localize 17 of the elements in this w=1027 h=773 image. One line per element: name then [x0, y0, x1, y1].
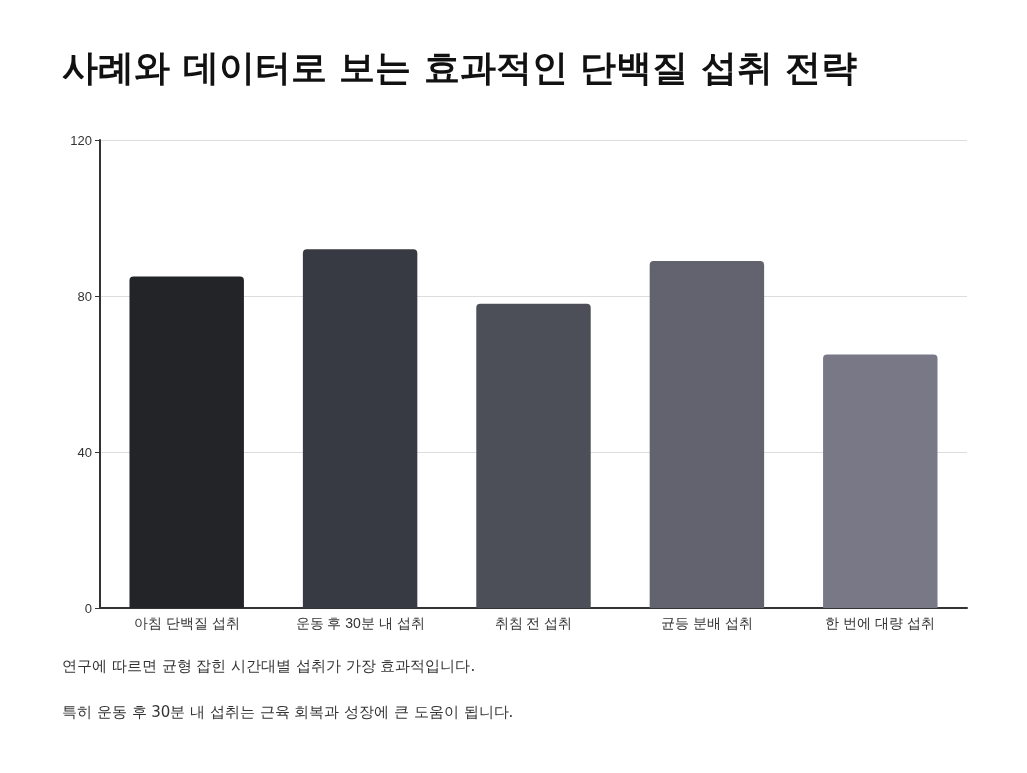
bar [649, 260, 765, 608]
bar [476, 303, 591, 608]
bar [823, 354, 938, 608]
x-tick-label: 균등 분배 섭취 [661, 615, 753, 631]
x-tick-label: 운동 후 30분 내 섭취 [295, 615, 425, 631]
x-tick-label: 한 번에 대량 섭취 [825, 615, 936, 631]
y-tick-label: 0 [84, 600, 92, 616]
text: 연구에 따르면 균형 잡힌 시간대별 섭취가 가장 효과적입니다. [62, 657, 476, 676]
y-tick-label: 40 [77, 444, 92, 460]
chart-title: 사례와 데이터로 보는 효과적인 단백질 섭취 전략 [62, 46, 858, 90]
x-tick-label: 취침 전 섭취 [494, 615, 573, 631]
bar [129, 276, 244, 608]
y-tick-label: 80 [77, 288, 92, 304]
bar [302, 249, 418, 608]
y-tick-label: 120 [70, 132, 92, 148]
x-tick-label: 아침 단백질 섭취 [133, 615, 240, 631]
text: 특히 운동 후 30분 내 섭취는 근육 회복과 성장에 큰 도움이 됩니다. [62, 703, 514, 722]
